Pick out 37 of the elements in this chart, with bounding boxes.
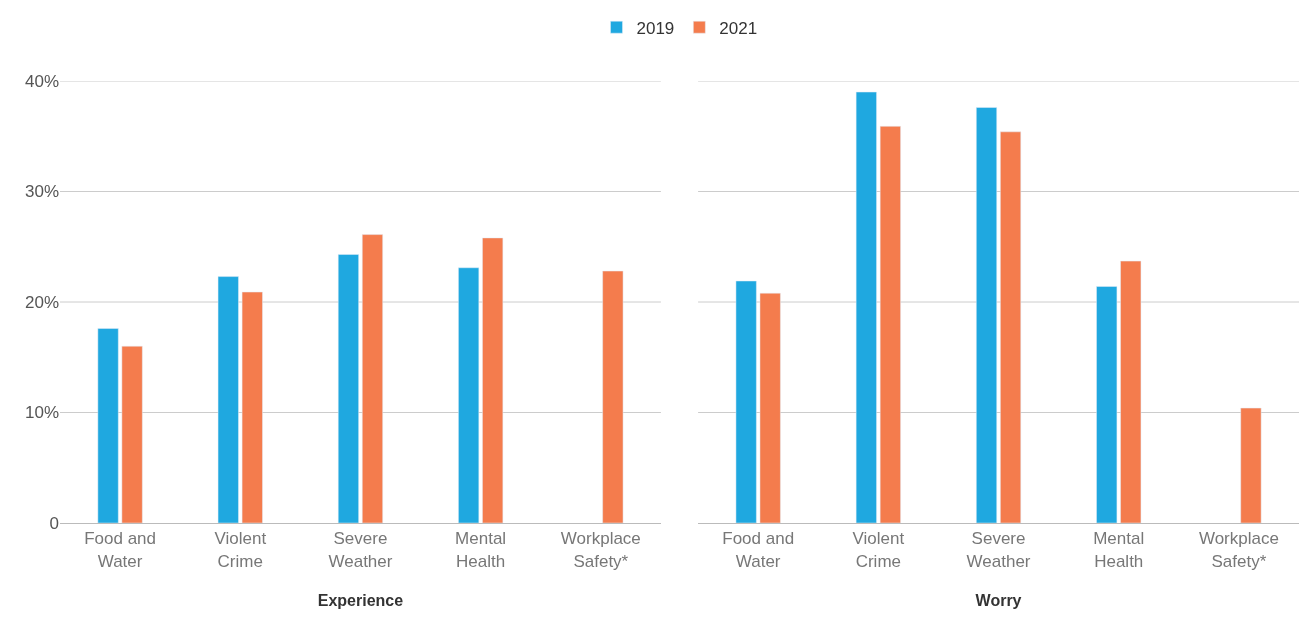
bar: [602, 270, 624, 523]
x-tick-label: Mental Health: [1093, 529, 1145, 571]
bar: [217, 276, 239, 523]
bar: [735, 280, 757, 523]
bar: [1120, 260, 1142, 523]
bar: [337, 254, 359, 523]
legend-label: 2021: [719, 18, 758, 38]
x-axis-title: Experience: [317, 592, 404, 610]
x-tick-label: Violent Crime: [852, 529, 905, 571]
bar: [1096, 286, 1118, 523]
bar: [97, 328, 119, 523]
y-tick-label: 30%: [24, 182, 59, 202]
x-tick-label: Mental Health: [455, 529, 507, 571]
bar: [482, 237, 504, 523]
bar: [1000, 131, 1022, 523]
y-tick-label: 10%: [24, 403, 59, 423]
x-tick-label: Severe Weather: [966, 529, 1031, 571]
bar: [458, 267, 480, 523]
bar: [759, 292, 781, 523]
bar: [362, 234, 383, 523]
x-tick-label: Severe Weather: [328, 529, 393, 571]
x-tick-label: Violent Crime: [214, 529, 267, 571]
bar: [976, 107, 997, 523]
bar: [855, 91, 877, 523]
x-tick-label: Workplace Safety*: [560, 529, 641, 571]
x-tick-label: Food and Water: [84, 529, 157, 571]
x-axis-title: Worry: [975, 592, 1022, 610]
y-tick-label: 40%: [24, 71, 59, 91]
bar: [1240, 407, 1262, 523]
y-tick-label: 0: [49, 513, 59, 533]
x-tick-label: Workplace Safety*: [1198, 529, 1279, 571]
x-tick-label: Food and Water: [722, 529, 795, 571]
bar: [879, 126, 901, 523]
y-tick-label: 20%: [24, 292, 59, 312]
legend-label: 2019: [636, 18, 675, 38]
bar: [121, 345, 143, 523]
bar: [241, 291, 263, 523]
